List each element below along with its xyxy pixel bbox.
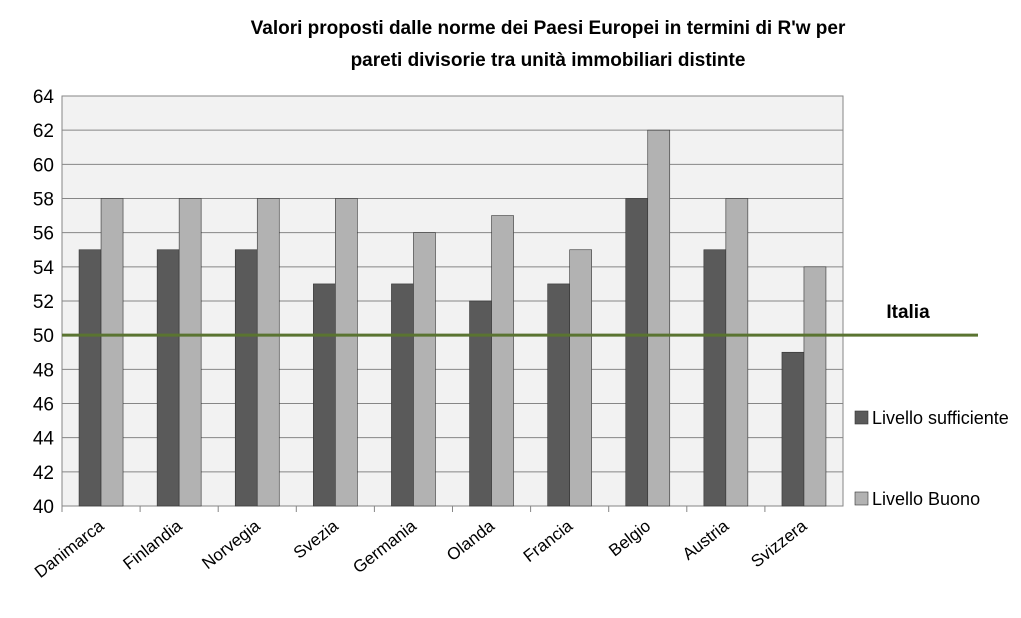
x-tick-label: Belgio xyxy=(605,516,654,560)
legend-label: Livello Buono xyxy=(872,489,981,509)
bar xyxy=(256,198,280,507)
y-tick-label: 52 xyxy=(33,292,54,313)
chart-title: Valori proposti dalle norme dei Paesi Eu… xyxy=(251,18,846,39)
y-tick-label: 60 xyxy=(33,155,54,176)
bar xyxy=(725,198,749,507)
bar xyxy=(78,249,102,507)
bar xyxy=(234,249,258,507)
bar xyxy=(569,249,592,507)
bar xyxy=(703,249,727,507)
bar xyxy=(625,198,649,507)
bar xyxy=(547,283,570,507)
x-tick-label: Olanda xyxy=(443,516,498,565)
x-tick-label: Germania xyxy=(349,516,420,577)
bar xyxy=(491,215,514,507)
annotation: Italia xyxy=(886,302,930,323)
x-tick-label: Francia xyxy=(520,516,577,566)
y-tick-label: 56 xyxy=(33,224,54,245)
y-tick-label: 46 xyxy=(33,395,54,416)
x-tick-label: Danimarca xyxy=(31,516,108,582)
bar xyxy=(647,129,671,507)
bar xyxy=(100,198,124,507)
legend-label: Livello sufficiente xyxy=(872,408,1009,428)
y-tick-label: 62 xyxy=(33,121,54,142)
bar xyxy=(803,266,827,507)
bar xyxy=(469,300,492,507)
x-tick-label: Finlandia xyxy=(120,516,186,574)
y-tick-label: 50 xyxy=(33,326,54,347)
bar xyxy=(156,249,180,507)
x-tick-label: Austria xyxy=(679,516,733,564)
bar xyxy=(391,283,414,507)
bar xyxy=(335,198,358,507)
x-tick-label: Svizzera xyxy=(747,516,810,571)
bar xyxy=(413,232,436,507)
x-tick-label: Svezia xyxy=(290,516,342,563)
y-tick-label: 58 xyxy=(33,190,54,211)
y-tick-label: 42 xyxy=(33,463,54,484)
x-tick-label: Norvegia xyxy=(198,516,264,573)
y-tick-label: 40 xyxy=(33,497,54,518)
chart-title: pareti divisorie tra unità immobiliari d… xyxy=(351,50,746,71)
y-tick-label: 54 xyxy=(33,258,55,279)
y-tick-label: 44 xyxy=(33,429,55,450)
bar xyxy=(178,198,202,507)
legend-swatch xyxy=(854,491,869,506)
bar xyxy=(781,351,805,507)
y-tick-label: 48 xyxy=(33,360,54,381)
legend-swatch xyxy=(854,410,869,425)
bar xyxy=(313,283,336,507)
y-tick-label: 64 xyxy=(33,87,55,108)
